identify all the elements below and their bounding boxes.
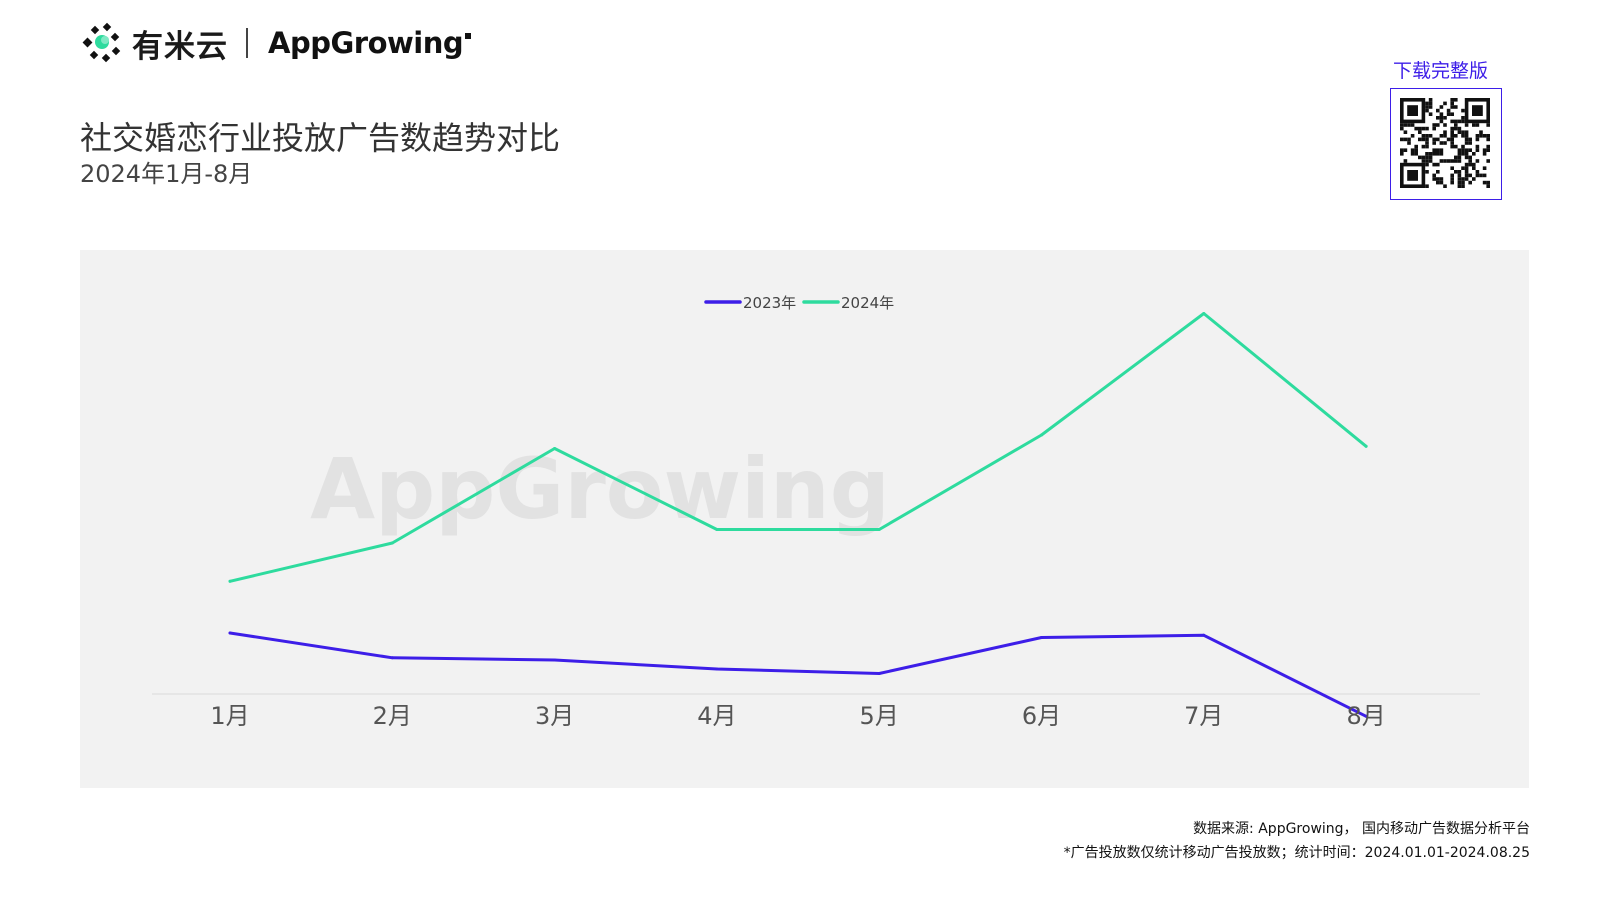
download-full-version-link[interactable]: 下载完整版 bbox=[1393, 60, 1489, 82]
chart-legend: 2023年 2024年 bbox=[704, 294, 894, 312]
data-point-2024年-6月 bbox=[1040, 433, 1043, 437]
page-title: 社交婚恋行业投放广告数趋势对比 bbox=[80, 119, 561, 157]
data-point-2024年-7月 bbox=[1202, 312, 1206, 315]
series-layer bbox=[228, 312, 1368, 718]
appgrowing-logo: AppGrowing bbox=[268, 26, 472, 60]
data-point-2024年-4月 bbox=[715, 528, 719, 531]
youmi-logo-text: 有米云 bbox=[132, 28, 228, 65]
x-tick-labels: 1月 2月 3月 4月 5月 6月 7月 8月 bbox=[210, 702, 1385, 730]
data-point-2023年-3月 bbox=[553, 658, 557, 662]
data-point-2024年-8月 bbox=[1364, 444, 1368, 448]
x-tick-label: 6月 bbox=[1022, 702, 1061, 730]
x-tick-label: 3月 bbox=[535, 702, 574, 730]
page-subtitle: 2024年1月-8月 bbox=[80, 160, 253, 188]
x-tick-label: 4月 bbox=[697, 702, 736, 730]
appgrowing-logo-text: AppGrowing bbox=[268, 26, 464, 60]
series-line-2023年 bbox=[228, 631, 1368, 718]
line-chart: AppGrowing 2023年 2024年 1月 2月 3月 4月 5月 6月 7月 8月 bbox=[152, 294, 1480, 730]
x-tick-label: 8月 bbox=[1346, 702, 1385, 730]
qr-code-graphic bbox=[1400, 98, 1490, 188]
data-source-note: 数据来源: AppGrowing， 国内移动广告数据分析平台 bbox=[1193, 821, 1530, 837]
legend-label-2024年: 2024年 bbox=[841, 294, 894, 312]
x-tick-label: 2月 bbox=[373, 702, 412, 730]
series-line-2024年 bbox=[228, 312, 1368, 583]
data-point-2024年-3月 bbox=[553, 447, 557, 450]
appgrowing-watermark: AppGrowing bbox=[310, 440, 890, 538]
data-point-2024年-2月 bbox=[390, 541, 394, 545]
chart-panel: AppGrowing 2023年 2024年 1月 2月 3月 4月 5月 6月 7月 8月 bbox=[80, 250, 1529, 788]
legend-label-2023年: 2023年 bbox=[743, 294, 796, 312]
data-point-2024年-5月 bbox=[877, 528, 881, 531]
data-point-2024年-1月 bbox=[228, 579, 232, 583]
statistics-note: *广告投放数仅统计移动广告投放数；统计时间：2024.01.01-2024.08… bbox=[1063, 845, 1530, 861]
x-tick-label: 5月 bbox=[860, 702, 899, 730]
data-point-2023年-8月 bbox=[1364, 714, 1368, 718]
x-tick-label: 7月 bbox=[1184, 702, 1223, 730]
data-point-2023年-5月 bbox=[877, 672, 881, 675]
qr-code-icon[interactable] bbox=[1390, 88, 1502, 200]
brand-bar: 有米云 AppGrowing bbox=[80, 18, 472, 68]
data-point-2023年-1月 bbox=[228, 631, 232, 635]
appgrowing-logo-dot bbox=[465, 33, 472, 39]
youmi-logo-icon bbox=[82, 22, 121, 63]
data-point-2023年-4月 bbox=[715, 667, 719, 671]
x-tick-label: 1月 bbox=[210, 702, 249, 730]
data-point-2023年-6月 bbox=[1040, 636, 1043, 639]
data-point-2023年-7月 bbox=[1202, 633, 1206, 637]
brand-divider bbox=[246, 28, 248, 58]
data-point-2023年-2月 bbox=[390, 656, 394, 660]
youmi-logo: 有米云 bbox=[80, 21, 228, 66]
